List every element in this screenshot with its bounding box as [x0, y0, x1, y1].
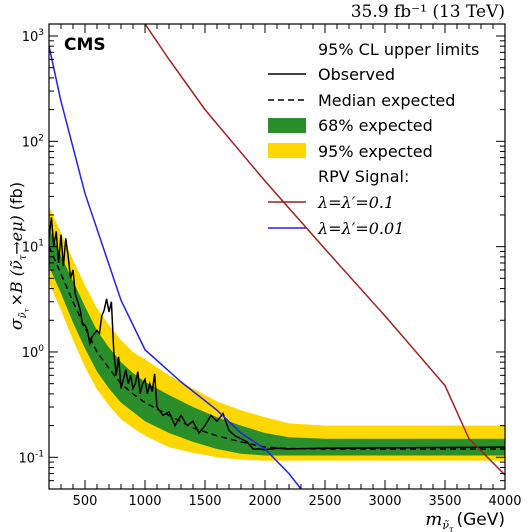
y-tick-label: 100	[22, 344, 45, 361]
legend-band95-label: 95% expected	[318, 142, 433, 161]
legend-band68-swatch	[268, 118, 306, 133]
signal-01-line	[144, 24, 505, 476]
axis-ticks	[49, 24, 506, 490]
legend-observed-label: Observed	[318, 65, 395, 84]
legend-band68-label: 68% expected	[318, 116, 433, 135]
x-tick-label: 1500	[188, 494, 221, 509]
legend-band95-swatch	[268, 143, 306, 158]
band95-area	[49, 206, 505, 461]
legend-header: 95% CL upper limits	[318, 40, 479, 59]
legend-signal1-label: λ=λ′=0.1	[317, 193, 394, 212]
legend-signal2-label: λ=λ′=0.01	[317, 219, 404, 238]
signal-001-line	[49, 46, 302, 489]
x-tick-label: 1000	[128, 494, 161, 509]
x-tick-label: 4000	[488, 494, 521, 509]
y-axis-title: σν̃τ×B (ν̃τ→eμ)(fb)	[7, 182, 31, 330]
y-tick-label: 101	[22, 239, 44, 256]
band68	[49, 228, 505, 456]
legend: 95% CL upper limits Observed Median expe…	[268, 40, 479, 238]
x-tick-label: 3500	[428, 494, 461, 509]
x-tick-label: 2500	[308, 494, 341, 509]
y-tick-label: 103	[22, 28, 44, 45]
observed-line	[49, 217, 505, 451]
x-tick-label: 2000	[248, 494, 281, 509]
legend-signal-header: RPV Signal:	[318, 167, 409, 186]
x-tick-label: 500	[73, 494, 98, 509]
legend-expected-label: Median expected	[318, 91, 455, 110]
band68-area	[49, 228, 505, 456]
y-tick-labels: 10-1 100 101 102 103	[18, 28, 44, 466]
x-tick-labels: 500 1000 1500 2000 2500 3000 3500 4000	[73, 494, 522, 509]
y-tick-label: 10-1	[18, 449, 44, 466]
x-axis-title: mν̃τ (GeV)	[425, 509, 505, 532]
lumi-label: 35.9 fb⁻¹ (13 TeV)	[351, 2, 505, 22]
cms-label: CMS	[64, 35, 106, 55]
x-tick-label: 3000	[368, 494, 401, 509]
band95	[49, 206, 505, 461]
y-tick-label: 102	[22, 133, 44, 150]
